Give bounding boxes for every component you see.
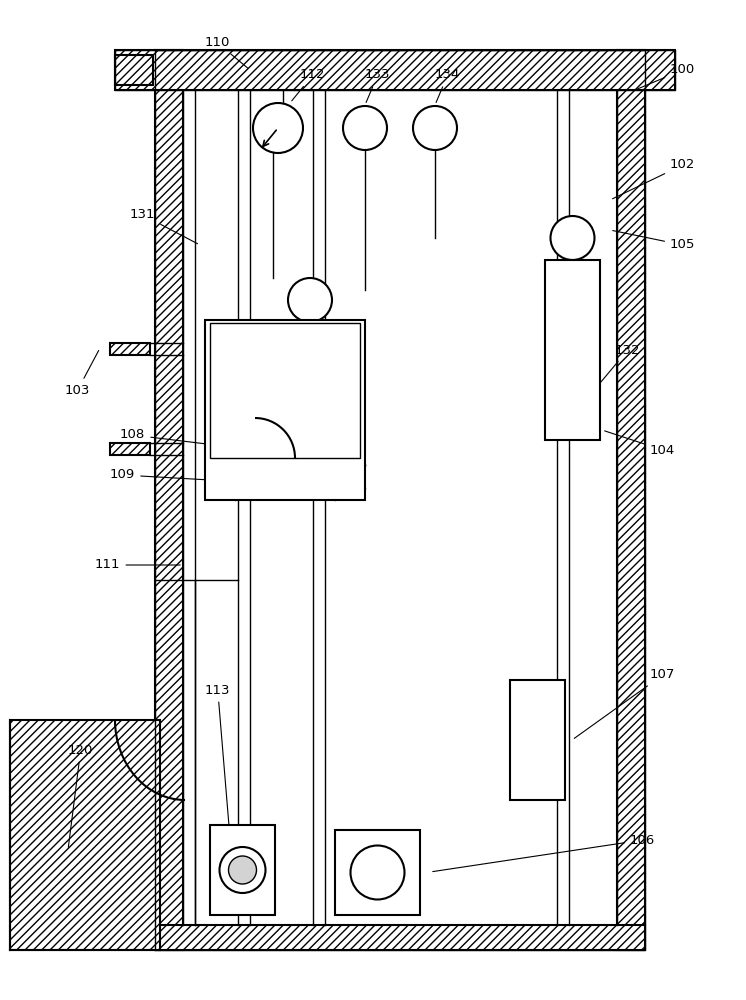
- Bar: [617, 50, 645, 950]
- Bar: [335, 830, 420, 915]
- Text: 112: 112: [292, 68, 325, 101]
- Circle shape: [219, 847, 266, 893]
- Text: 111: 111: [95, 558, 181, 572]
- Circle shape: [343, 106, 387, 150]
- Circle shape: [351, 846, 404, 900]
- Bar: [205, 320, 365, 500]
- Text: 102: 102: [612, 158, 695, 199]
- Text: 109: 109: [110, 468, 207, 482]
- Text: 120: 120: [68, 744, 93, 847]
- Circle shape: [253, 103, 303, 153]
- Bar: [545, 260, 600, 440]
- Text: 134: 134: [435, 68, 460, 102]
- Bar: [210, 323, 360, 458]
- Bar: [155, 50, 645, 950]
- Text: 110: 110: [205, 36, 248, 68]
- Text: 132: 132: [592, 344, 641, 393]
- Bar: [510, 680, 565, 800]
- Bar: [115, 50, 675, 90]
- Bar: [115, 50, 675, 90]
- Bar: [10, 720, 160, 950]
- Text: 105: 105: [612, 231, 695, 251]
- Circle shape: [288, 278, 332, 322]
- Text: 108: 108: [120, 428, 213, 445]
- Circle shape: [228, 856, 257, 884]
- Bar: [155, 925, 645, 950]
- Circle shape: [413, 106, 457, 150]
- Text: 107: 107: [574, 668, 675, 738]
- Circle shape: [551, 216, 595, 260]
- Text: 131: 131: [130, 209, 198, 244]
- Text: 103: 103: [65, 350, 98, 396]
- Text: 100: 100: [638, 63, 695, 89]
- Bar: [110, 443, 150, 455]
- Text: 113: 113: [205, 684, 231, 835]
- Bar: [110, 343, 150, 355]
- Bar: [210, 825, 275, 915]
- Text: 106: 106: [433, 834, 655, 872]
- Bar: [115, 55, 153, 85]
- Bar: [155, 50, 183, 950]
- Text: 104: 104: [605, 431, 675, 456]
- Text: 133: 133: [365, 68, 390, 102]
